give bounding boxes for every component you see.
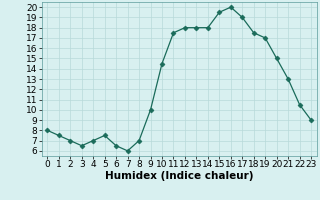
X-axis label: Humidex (Indice chaleur): Humidex (Indice chaleur) <box>105 171 253 181</box>
